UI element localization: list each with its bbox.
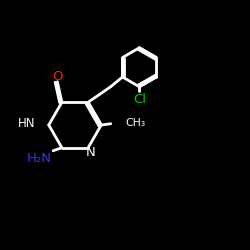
Text: H₂N: H₂N xyxy=(27,152,52,165)
Text: O: O xyxy=(52,70,62,83)
Text: N: N xyxy=(85,146,95,159)
Text: HN: HN xyxy=(18,117,36,130)
Text: CH₃: CH₃ xyxy=(125,118,146,128)
Text: Cl: Cl xyxy=(133,93,146,106)
